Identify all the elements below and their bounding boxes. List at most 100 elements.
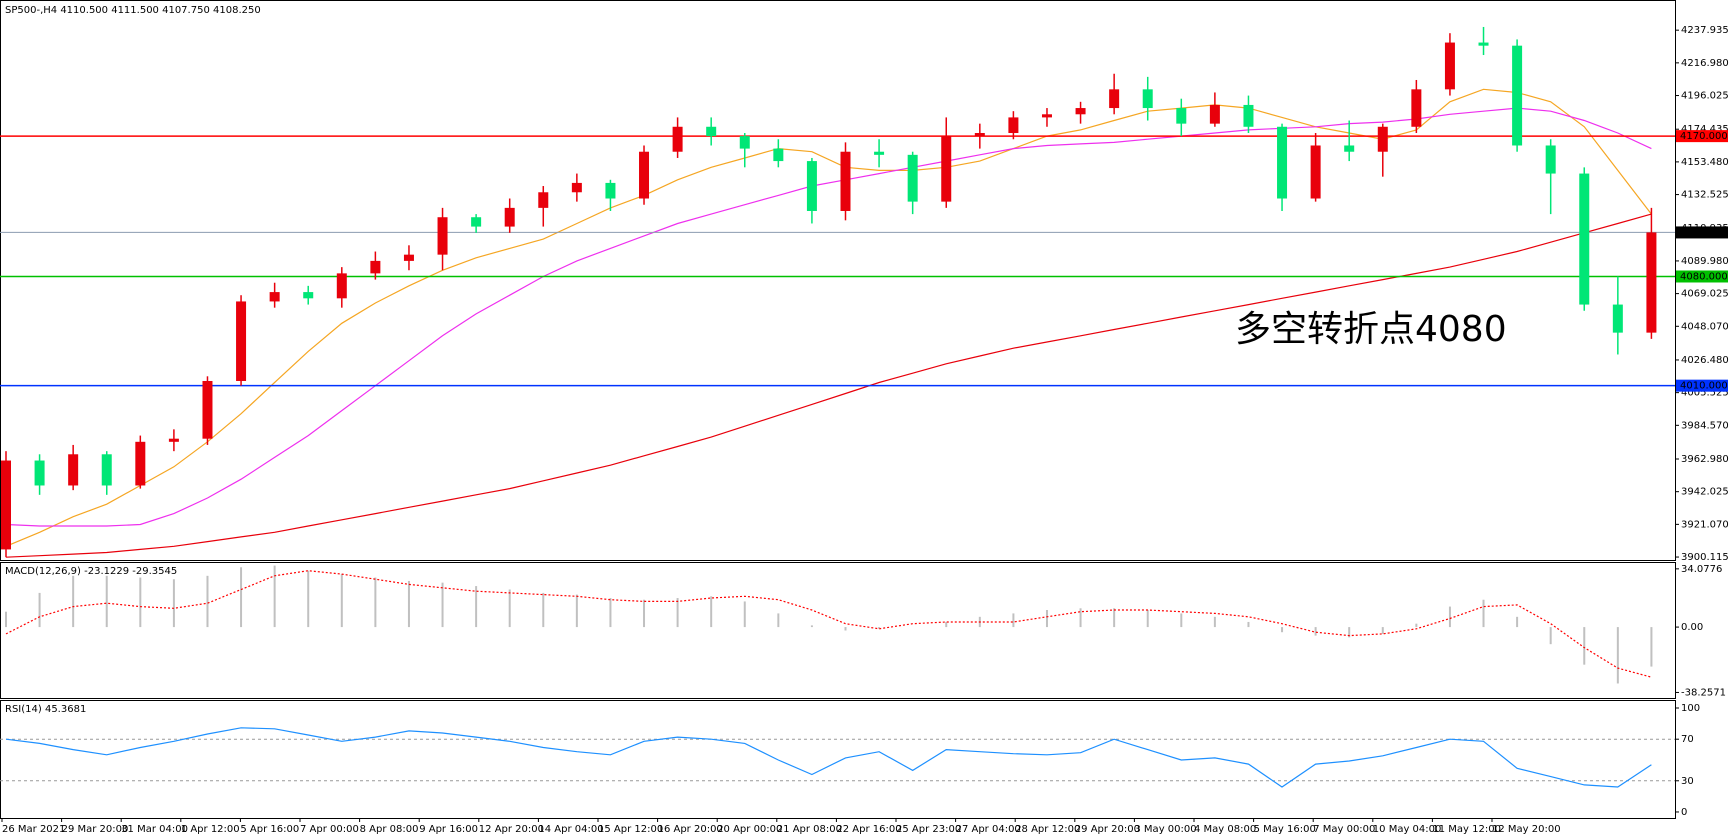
y-tick-label: 3942.025 [1681, 487, 1729, 498]
level-tag [1676, 270, 1728, 283]
level-tag [1676, 130, 1728, 143]
x-tick-label: 26 Mar 2021 [2, 824, 65, 835]
y-tick-label: 0.00 [1681, 622, 1703, 633]
candle-body [672, 126, 683, 152]
x-tick-label: 5 Apr 16:00 [240, 824, 299, 835]
candle-body [1075, 108, 1086, 115]
candle-body [538, 192, 549, 208]
candle-body [471, 217, 482, 227]
x-tick-label: 20 Apr 00:00 [717, 824, 782, 835]
candle-body [1277, 126, 1288, 199]
x-tick-label: 5 May 16:00 [1254, 824, 1316, 835]
moving-average [5, 88, 1652, 547]
x-tick-label: 25 Apr 23:00 [896, 824, 961, 835]
rsi-panel [0, 700, 1676, 819]
candle-body [403, 254, 414, 261]
x-tick-label: 29 Apr 20:00 [1075, 824, 1140, 835]
candle-body [1243, 104, 1254, 127]
candle-body [269, 292, 280, 302]
candle-body [1176, 108, 1187, 124]
y-tick-label: 4174.435 [1681, 124, 1729, 135]
y-tick-label: 100 [1681, 703, 1700, 714]
candle-body [34, 460, 45, 486]
candle-body [941, 136, 952, 202]
x-tick-label: 9 Apr 16:00 [419, 824, 478, 835]
x-tick-label: 4 May 08:00 [1194, 824, 1256, 835]
x-tick-label: 11 May 12:00 [1432, 824, 1501, 835]
level-tag [1676, 379, 1728, 392]
candle-body [1545, 145, 1556, 174]
candle-body [101, 454, 112, 486]
candle-body [840, 151, 851, 211]
y-tick-label: 3984.570 [1681, 420, 1729, 431]
x-tick-label: 3 May 00:00 [1134, 824, 1196, 835]
candle-body [1, 460, 11, 550]
macd-title: MACD(12,26,9) -23.1229 -29.3545 [5, 566, 177, 577]
x-tick-label: 7 May 00:00 [1313, 824, 1375, 835]
y-tick-label: 4196.025 [1681, 91, 1729, 102]
candle-body [1344, 145, 1355, 152]
candle-body [236, 301, 247, 381]
moving-average [5, 213, 1652, 558]
y-tick-label: 0 [1681, 807, 1687, 818]
candle-body [1411, 89, 1422, 127]
x-tick-label: 21 Apr 08:00 [777, 824, 842, 835]
price-label: 4108.250 [1680, 227, 1728, 238]
y-tick-label: 4153.480 [1681, 157, 1729, 168]
candle-body [1444, 42, 1455, 90]
y-tick-label: 4237.935 [1681, 25, 1729, 36]
candle-body [739, 136, 750, 149]
candle-body [336, 273, 347, 299]
x-tick-label: 1 Apr 12:00 [181, 824, 240, 835]
candle-body [1377, 126, 1388, 152]
y-tick-label: 34.0776 [1681, 564, 1722, 575]
price-tag [1676, 226, 1728, 239]
candle-body [1646, 232, 1657, 333]
candle-body [168, 438, 179, 442]
candle-body [1142, 89, 1153, 109]
candle-body [806, 161, 817, 211]
candle-body [907, 154, 918, 202]
y-tick-label: 70 [1681, 734, 1694, 745]
candle-body [303, 292, 314, 299]
chart-title: SP500-,H4 4110.500 4111.500 4107.750 410… [5, 5, 261, 16]
candle-body [605, 182, 616, 199]
x-tick-label: 12 Apr 20:00 [479, 824, 544, 835]
x-tick-label: 22 Apr 16:00 [836, 824, 901, 835]
candle-body [135, 441, 146, 486]
x-tick-label: 31 Mar 04:00 [121, 824, 188, 835]
y-tick-label: 4216.980 [1681, 58, 1729, 69]
candle-body [1579, 173, 1590, 305]
level-label: 4010.000 [1680, 381, 1728, 392]
x-tick-label: 15 Apr 12:00 [598, 824, 663, 835]
y-tick-label: 3921.070 [1681, 519, 1729, 530]
rsi-line [5, 727, 1652, 788]
candle-body [1209, 104, 1220, 124]
level-label: 4170.000 [1680, 131, 1728, 142]
candle-body [68, 454, 79, 486]
candle-body [773, 148, 784, 162]
y-tick-label: 4026.480 [1681, 355, 1729, 366]
candle-body [1041, 114, 1052, 118]
x-tick-label: 27 Apr 04:00 [956, 824, 1021, 835]
y-tick-label: -38.2571 [1681, 687, 1726, 698]
x-tick-label: 16 Apr 20:00 [658, 824, 723, 835]
y-tick-label: 4069.025 [1681, 289, 1729, 300]
level-label: 4080.000 [1680, 271, 1728, 282]
x-tick-label: 10 May 04:00 [1373, 824, 1442, 835]
y-tick-label: 4048.070 [1681, 321, 1729, 332]
candle-body [370, 260, 381, 274]
candle-body [874, 151, 885, 155]
candle-body [706, 126, 717, 137]
candle-body [437, 217, 448, 255]
moving-average [5, 107, 1652, 527]
x-tick-label: 8 Apr 08:00 [360, 824, 419, 835]
candle-body [1109, 89, 1120, 109]
candle-body [1310, 145, 1321, 199]
candle-body [1008, 117, 1019, 134]
y-tick-label: 4005.525 [1681, 388, 1729, 399]
candle-body [1478, 42, 1489, 46]
x-tick-label: 14 Apr 04:00 [538, 824, 603, 835]
macd-signal [5, 570, 1652, 678]
